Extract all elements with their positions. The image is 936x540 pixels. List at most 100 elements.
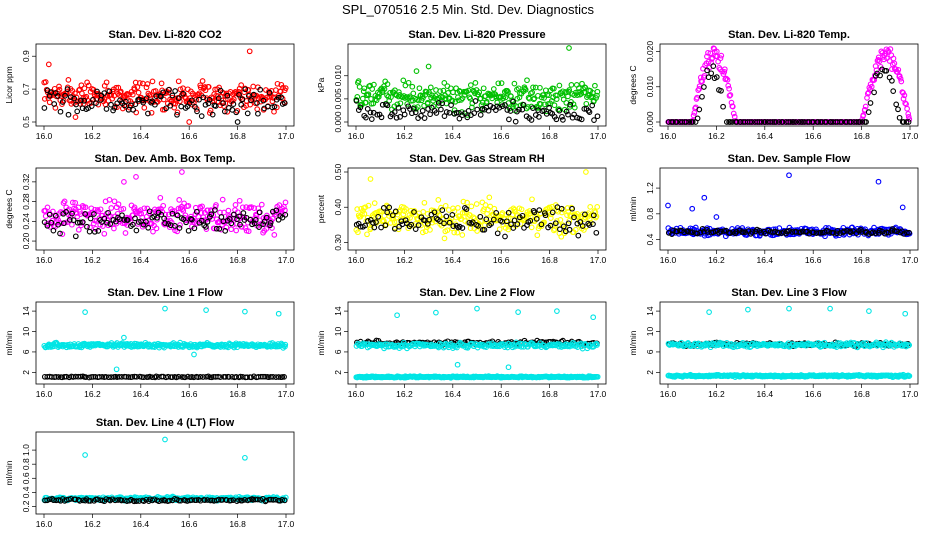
data-point [267,220,274,226]
data-point [507,108,514,114]
data-point [133,174,139,180]
data-point [61,198,68,205]
data-point [367,109,374,116]
data-point [378,114,385,121]
data-point [239,96,246,103]
data-point [129,221,136,228]
x-tick-label: 16.6 [805,389,822,399]
x-tick-label: 16.6 [181,131,198,141]
data-point [902,310,909,317]
data-point [409,83,416,90]
data-point [511,217,518,224]
data-point [256,224,262,230]
data-point [230,101,237,107]
data-point [175,373,182,380]
data-point [475,223,481,229]
data-point [704,67,710,74]
data-point [105,374,112,381]
data-point [220,100,226,106]
data-point [147,373,153,380]
x-tick-label: 16.2 [84,131,101,141]
data-point [202,101,209,108]
data-point [665,230,672,236]
data-point [705,58,712,65]
data-point [505,209,512,216]
data-point [560,223,567,230]
data-point [391,109,398,115]
data-point [451,229,458,236]
data-point [205,84,212,90]
data-point [129,91,136,98]
data-point [442,202,449,209]
data-point [169,94,176,101]
data-point [519,340,526,347]
y-tick-label: 0.30 [333,234,343,251]
data-point [118,206,124,213]
data-point [231,211,237,218]
data-point [567,101,574,108]
data-point [82,452,88,458]
data-point [134,84,141,90]
data-point [400,77,407,84]
data-point [848,119,854,125]
data-point [117,88,124,95]
y-tick-label: 2 [333,370,343,375]
data-point [116,373,122,380]
data-point [356,84,363,90]
x-tick-label: 16.2 [396,389,413,399]
data-point [151,213,157,220]
data-point [254,100,260,106]
data-point [275,94,282,101]
data-point [460,198,467,205]
data-point [740,229,747,235]
y-tick-label: 2 [21,370,31,375]
y-tick-label: 10 [645,327,655,337]
data-point [177,98,183,105]
data-point [536,207,543,213]
data-point [897,75,904,82]
data-point [420,209,427,215]
y-axis-label: ml/min [4,330,14,355]
panel-title: Stan. Dev. Line 2 Flow [419,287,535,299]
data-point [52,212,59,219]
x-tick-label: 17.0 [590,255,607,265]
data-point [590,221,596,227]
data-point [175,95,182,102]
data-point [249,221,255,228]
data-point [113,366,120,373]
data-point [519,106,526,113]
data-point [472,98,479,104]
data-point [481,226,488,233]
panel-title: Stan. Dev. Li-820 Temp. [728,29,850,41]
data-point [589,102,596,109]
data-point [144,81,151,87]
data-point [204,218,211,225]
data-point [450,223,457,229]
data-point [749,229,756,235]
data-point [215,496,222,503]
data-point [687,229,694,235]
data-point [515,309,521,315]
data-point [395,105,402,111]
data-point [726,85,732,92]
data-point [426,216,432,223]
data-point [235,88,242,95]
data-point [495,80,502,87]
data-point [893,101,900,108]
data-point [48,219,55,226]
data-point [673,119,680,125]
data-point [542,101,548,108]
data-point [365,218,371,224]
data-point [505,226,512,233]
data-point [156,498,162,505]
data-point [528,117,535,123]
data-point [582,211,588,218]
data-point [443,213,450,220]
data-point [162,220,168,226]
data-point [867,86,873,93]
x-tick-label: 17.0 [902,131,919,141]
data-point [776,119,783,125]
data-point [70,217,77,223]
